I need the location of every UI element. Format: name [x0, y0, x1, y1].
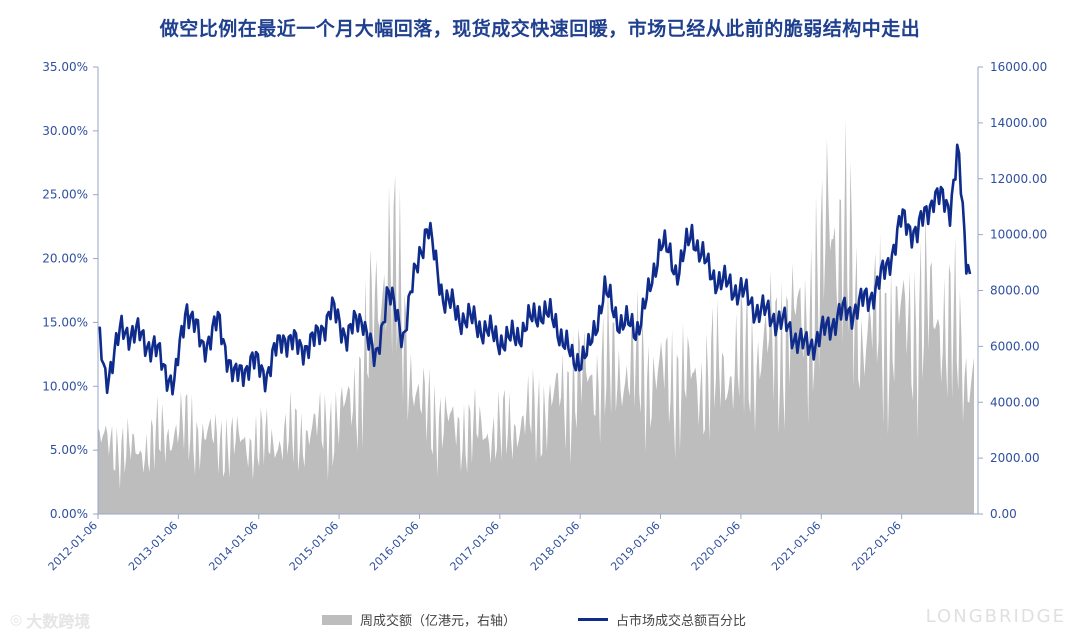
x-tick-label: 2015-01-06: [287, 519, 341, 573]
x-tick-label: 2016-01-06: [367, 519, 421, 573]
x-tick-label: 2017-01-06: [448, 519, 502, 573]
line-series-percentage: [97, 143, 972, 396]
left-tick-label: 15.00%: [42, 315, 88, 329]
legend-line-item: 占市场成交总额百分比: [578, 610, 746, 629]
right-tick-label: 12000.00: [990, 172, 1047, 186]
x-tick-label: 2022-01-06: [849, 519, 903, 573]
area-series-volume: [98, 118, 974, 514]
legend-area-item: 周成交额（亿港元，右轴）: [322, 610, 516, 629]
left-tick-label: 10.00%: [42, 379, 88, 393]
right-tick-label: 8000.00: [990, 284, 1040, 298]
x-tick-label: 2013-01-06: [126, 519, 180, 573]
legend-line-label: 占市场成交总额百分比: [616, 614, 747, 629]
x-tick-label: 2014-01-06: [206, 519, 260, 573]
legend-area-label: 周成交额（亿港元，右轴）: [360, 614, 517, 629]
right-tick-label: 6000.00: [990, 339, 1040, 353]
right-tick-label: 0.00: [990, 507, 1017, 521]
watermark-right: LONGBRIDGE: [925, 606, 1066, 627]
left-tick-label: 5.00%: [50, 443, 88, 457]
watermark-left: ◎ 大数跨境: [10, 608, 90, 632]
right-tick-label: 16000.00: [990, 60, 1047, 74]
legend: 周成交额（亿港元，右轴） 占市场成交总额百分比: [0, 610, 1080, 632]
legend-area-swatch: [322, 614, 352, 625]
left-tick-label: 35.00%: [42, 60, 88, 74]
watermark-left-text: 大数跨境: [26, 612, 91, 631]
left-tick-label: 25.00%: [42, 188, 88, 202]
right-tick-label: 14000.00: [990, 116, 1047, 130]
x-tick-label: 2021-01-06: [769, 519, 823, 573]
x-tick-label: 2019-01-06: [608, 519, 662, 573]
right-tick-label: 4000.00: [990, 395, 1040, 409]
left-tick-label: 30.00%: [42, 124, 88, 138]
legend-line-swatch: [578, 618, 608, 621]
chart-title: 做空比例在最近一个月大幅回落，现货成交快速回暖，市场已经从此前的脆弱结构中走出: [159, 18, 921, 40]
x-tick-label: 2020-01-06: [689, 519, 743, 573]
watermark-logo-icon: ◎: [10, 612, 23, 628]
x-tick-label: 2012-01-06: [46, 519, 100, 573]
left-tick-label: 20.00%: [42, 252, 88, 266]
left-tick-label: 0.00%: [50, 507, 88, 521]
right-tick-label: 10000.00: [990, 228, 1047, 242]
x-tick-label: 2018-01-06: [528, 519, 582, 573]
right-tick-label: 2000.00: [990, 451, 1040, 465]
